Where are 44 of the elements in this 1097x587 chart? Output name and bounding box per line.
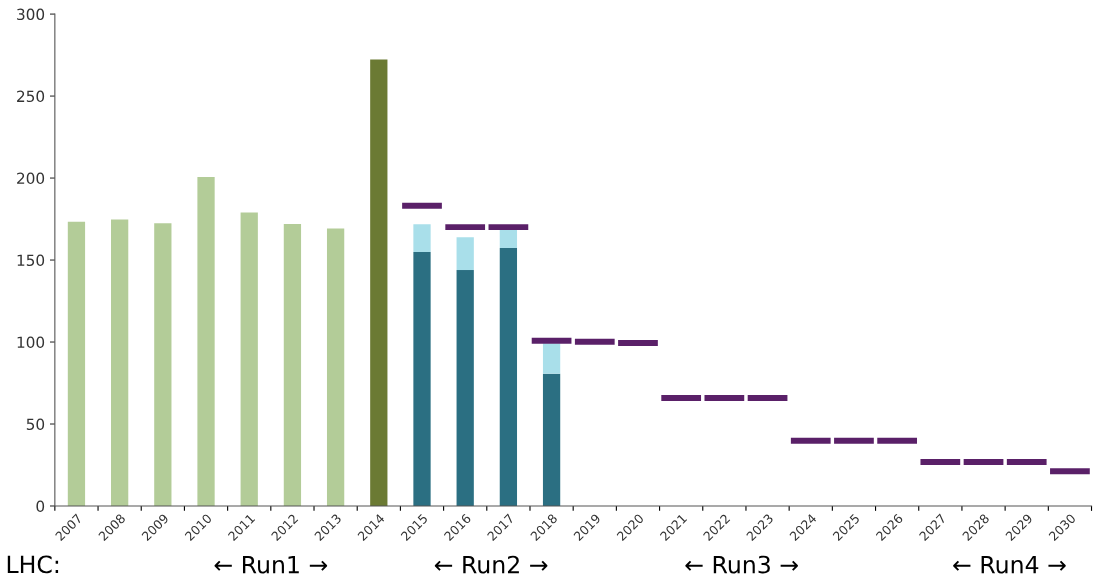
y-tick-label: 250	[17, 90, 45, 103]
y-tick-label: 150	[17, 254, 45, 267]
y-tick-label: 0	[36, 500, 45, 513]
y-tick-label: 50	[26, 418, 45, 431]
y-tick-label: 100	[17, 336, 45, 349]
text: ← Run2 →	[434, 555, 548, 574]
bar	[1006, 459, 1047, 465]
text: ← Run4 →	[953, 555, 1066, 574]
bar	[920, 459, 961, 465]
bar	[240, 212, 258, 506]
bar	[326, 228, 345, 506]
bar	[542, 373, 561, 506]
text: LHC:	[7, 555, 59, 574]
bar	[574, 338, 615, 345]
y-tick-label: 300	[17, 8, 45, 21]
bar	[877, 437, 918, 444]
bar	[456, 237, 474, 271]
bar	[111, 219, 129, 506]
bar	[704, 394, 745, 401]
bar	[197, 177, 215, 506]
bar	[499, 230, 518, 249]
bar	[747, 394, 788, 401]
bar	[488, 224, 529, 231]
bar	[661, 394, 702, 401]
text: ← Run3 →	[685, 555, 798, 574]
bar	[963, 459, 1004, 465]
bar	[790, 437, 831, 444]
bar	[531, 337, 572, 344]
bar	[834, 437, 874, 444]
bar	[456, 270, 474, 506]
bar	[499, 248, 518, 506]
bar	[445, 224, 486, 231]
text: ← Run1 →	[214, 555, 328, 574]
bar	[1050, 468, 1090, 475]
y-tick-label: 200	[17, 172, 45, 185]
bar	[413, 252, 431, 506]
bar	[402, 202, 442, 209]
bar	[370, 59, 388, 506]
bar	[618, 340, 658, 346]
bar	[67, 221, 86, 506]
bar	[542, 343, 561, 374]
bar	[154, 223, 172, 506]
bar	[413, 224, 431, 253]
bar	[283, 223, 302, 506]
